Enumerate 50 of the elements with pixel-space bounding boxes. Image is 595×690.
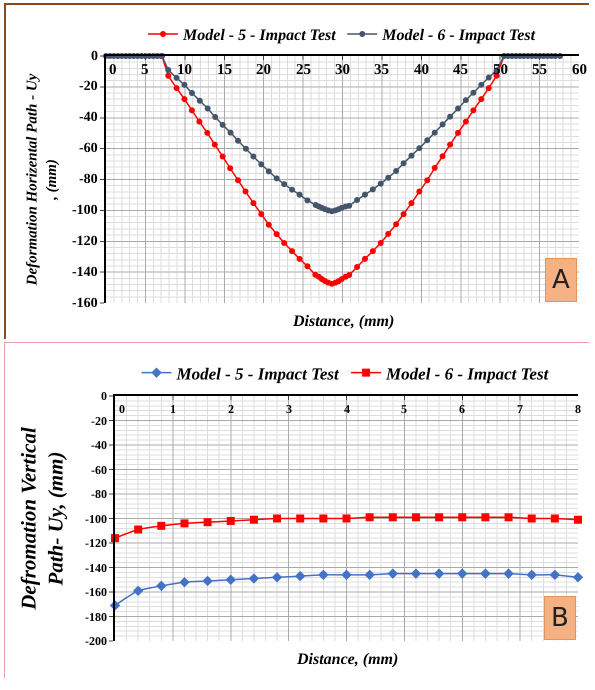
x-tick-label: 40 <box>414 62 429 78</box>
y-tick-label: -120 <box>85 536 107 550</box>
y-tick-label: -180 <box>85 610 107 624</box>
y-tick-label: -200 <box>85 634 107 648</box>
y-tick-label: -160 <box>72 296 98 311</box>
y-tick-label: -80 <box>91 487 107 501</box>
x-tick-label: 15 <box>217 62 232 78</box>
y-axis-title: Deformation Horizental Path - Uy , (mm) <box>24 73 60 286</box>
x-tick-label: 3 <box>286 402 292 416</box>
y-tick-label: -140 <box>85 561 107 575</box>
x-tick-label: 60 <box>572 62 587 78</box>
x-tick-label: 8 <box>575 402 581 416</box>
y-tick-label: -80 <box>79 172 98 187</box>
x-tick-label: 30 <box>335 62 350 78</box>
x-axis-title: Distance, (mm) <box>292 313 394 330</box>
y-axis-title: Defromation Vertical Path- Uy, (mm) <box>16 427 68 611</box>
y-tick-label: -100 <box>72 203 98 218</box>
x-tick-label: 20 <box>256 62 271 78</box>
x-tick-label: 2 <box>228 402 234 416</box>
legend-label: Model - 5 - Impact Test <box>176 364 340 384</box>
y-tick-label: -120 <box>72 234 98 249</box>
y-tick-label: 0 <box>101 389 107 403</box>
annotation: B <box>551 603 569 633</box>
x-tick-label: 6 <box>459 402 465 416</box>
y-tick-label: -40 <box>91 438 107 452</box>
y-tick-label: -100 <box>85 512 107 526</box>
x-tick-label: 45 <box>453 62 468 78</box>
x-tick-label: 1 <box>170 402 176 416</box>
x-tick-label: 5 <box>141 62 148 78</box>
x-tick-label: 10 <box>177 62 192 78</box>
y-tick-label: -60 <box>91 463 107 477</box>
x-tick-label: 25 <box>296 62 311 78</box>
x-tick-label: 55 <box>532 62 547 78</box>
y-tick-label: -160 <box>85 585 107 599</box>
x-tick-label: 7 <box>517 402 523 416</box>
y-tick-label: -40 <box>79 110 98 125</box>
y-tick-label: 0 <box>91 49 98 64</box>
legend-label: Model - 6 - Impact Test <box>381 27 536 44</box>
legend-label: Model - 5 - Impact Test <box>182 27 336 44</box>
y-tick-label: -60 <box>79 141 98 156</box>
x-tick-label: 0 <box>119 402 125 416</box>
legend-label: Model - 6 - Impact Test <box>385 364 550 384</box>
x-tick-label: 5 <box>401 402 407 416</box>
x-axis-title: Distance, (mm) <box>296 651 398 668</box>
y-tick-label: -140 <box>72 265 98 280</box>
y-tick-label: -20 <box>91 414 107 428</box>
y-tick-label: -20 <box>79 79 98 94</box>
x-tick-label: 4 <box>344 402 350 416</box>
annotation: A <box>552 265 570 295</box>
x-tick-label: 35 <box>374 62 389 78</box>
